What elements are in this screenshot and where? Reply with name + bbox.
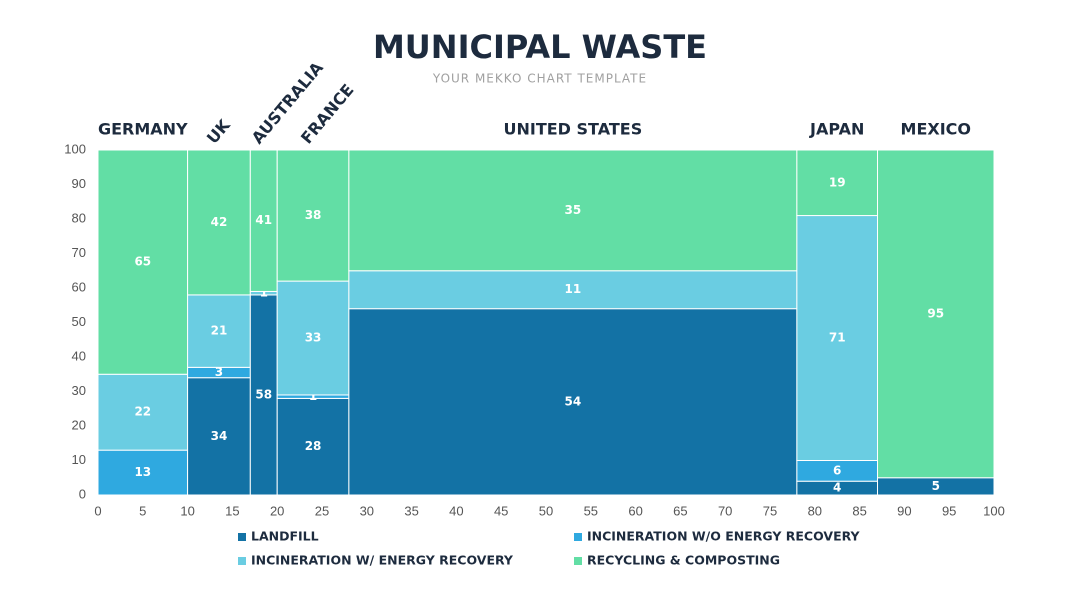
segment [348, 149, 798, 272]
legend-label: LANDFILL [251, 529, 319, 544]
y-tick-label: 50 [72, 314, 86, 329]
data-label: 35 [565, 203, 582, 217]
data-label: 28 [305, 439, 322, 453]
chart-subtitle: YOUR MEKKO CHART TEMPLATE [432, 72, 647, 86]
y-tick-label: 60 [72, 279, 86, 294]
data-label: 1 [260, 286, 268, 300]
y-tick-label: 100 [64, 141, 86, 156]
x-tick-label: 100 [983, 503, 1005, 518]
segment [276, 149, 350, 282]
x-tick-label: 45 [494, 503, 508, 518]
data-label: 19 [829, 175, 846, 189]
data-label: 54 [565, 394, 582, 408]
data-label: 3 [215, 365, 223, 379]
x-tick-label: 15 [225, 503, 239, 518]
data-label: 38 [305, 208, 322, 222]
data-label: 65 [134, 255, 151, 269]
x-tick-label: 65 [673, 503, 687, 518]
data-label: 21 [211, 324, 228, 338]
legend-swatch [238, 557, 246, 565]
data-label: 71 [829, 331, 846, 345]
segment [796, 149, 879, 217]
y-tick-label: 40 [72, 348, 86, 363]
data-label: 1 [309, 389, 317, 403]
data-label: 58 [255, 387, 272, 401]
x-tick-label: 75 [763, 503, 777, 518]
x-tick-label: 5 [139, 503, 146, 518]
data-label: 95 [927, 306, 944, 320]
x-tick-label: 0 [94, 503, 101, 518]
segment [348, 308, 798, 496]
y-tick-label: 80 [72, 210, 86, 225]
y-tick-label: 0 [79, 486, 86, 501]
x-tick-label: 80 [808, 503, 822, 518]
y-tick-label: 90 [72, 176, 86, 191]
segment [249, 294, 278, 496]
y-tick-label: 30 [72, 383, 86, 398]
data-label: 34 [211, 429, 228, 443]
chart-title: MUNICIPAL WASTE [373, 28, 707, 66]
y-tick-label: 20 [72, 417, 86, 432]
category-label: JAPAN [809, 120, 864, 139]
segment [187, 149, 251, 296]
segment [877, 149, 995, 479]
y-tick-label: 10 [72, 452, 86, 467]
x-tick-label: 35 [404, 503, 418, 518]
segment [796, 215, 879, 461]
x-tick-label: 90 [897, 503, 911, 518]
x-tick-label: 40 [449, 503, 463, 518]
data-label: 5 [932, 479, 940, 493]
segment [348, 270, 798, 310]
data-label: 11 [565, 282, 582, 296]
legend-label: INCINERATION W/ ENERGY RECOVERY [251, 553, 514, 568]
legend-label: RECYCLING & COMPOSTING [587, 553, 780, 568]
x-tick-label: 30 [360, 503, 374, 518]
x-tick-label: 50 [539, 503, 553, 518]
x-tick-label: 10 [180, 503, 194, 518]
segment [97, 373, 189, 451]
segment [276, 397, 350, 496]
data-label: 4 [833, 481, 841, 495]
legend-swatch [238, 533, 246, 541]
x-tick-label: 60 [628, 503, 642, 518]
category-label: UK [203, 115, 234, 147]
x-tick-label: 55 [584, 503, 598, 518]
category-label: GERMANY [98, 120, 188, 139]
category-label: UNITED STATES [504, 120, 643, 139]
segment [97, 149, 189, 375]
legend-swatch [574, 533, 582, 541]
segment [276, 280, 350, 396]
data-label: 22 [134, 405, 151, 419]
legend-label: INCINERATION W/O ENERGY RECOVERY [587, 529, 861, 544]
legend-swatch [574, 557, 582, 565]
data-label: 41 [255, 213, 272, 227]
x-tick-label: 95 [942, 503, 956, 518]
x-tick-label: 25 [315, 503, 329, 518]
y-tick-label: 70 [72, 245, 86, 260]
data-label: 33 [305, 331, 322, 345]
category-label: MEXICO [901, 120, 971, 139]
data-label: 13 [134, 465, 151, 479]
x-tick-label: 70 [718, 503, 732, 518]
x-tick-label: 20 [270, 503, 284, 518]
segment [187, 377, 251, 496]
segment [97, 449, 189, 496]
data-label: 6 [833, 463, 841, 477]
x-tick-label: 85 [852, 503, 866, 518]
data-label: 42 [211, 215, 228, 229]
